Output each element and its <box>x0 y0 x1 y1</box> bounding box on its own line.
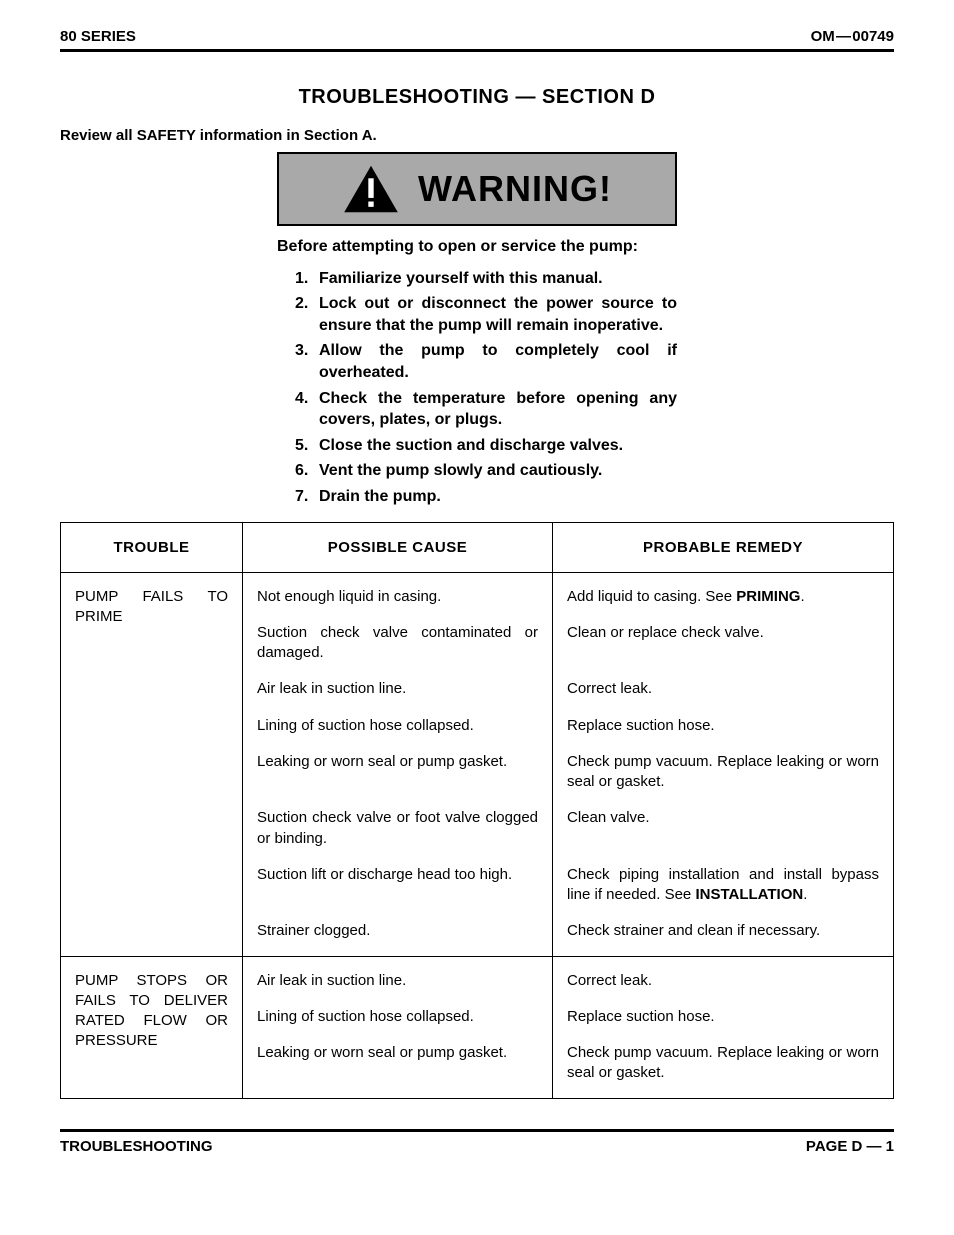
warning-label: WARNING! <box>418 168 612 210</box>
warning-step: 3.Allow the pump to completely cool if o… <box>295 340 677 383</box>
trouble-cell: PUMP STOPS OR FAILS TO DELIVER RATED FLO… <box>61 956 243 1098</box>
remedy-cell: Correct leak. <box>553 956 894 1001</box>
remedy-cell: Check pump vacuum. Replace leaking or wo… <box>553 1037 894 1098</box>
remedy-cell: Correct leak. <box>553 673 894 709</box>
warning-block: WARNING! Before attempting to open or se… <box>277 152 677 508</box>
remedy-cell: Replace suction hose. <box>553 1001 894 1037</box>
warning-steps: 1.Familiarize yourself with this manual.… <box>277 268 677 508</box>
warning-step: 6.Vent the pump slowly and cautiously. <box>295 460 677 482</box>
remedy-cell: Clean or replace check valve. <box>553 617 894 674</box>
th-trouble: TROUBLE <box>61 522 243 572</box>
trouble-cell: PUMP FAILS TO PRIME <box>61 572 243 956</box>
section-title: TROUBLESHOOTING — SECTION D <box>60 86 894 109</box>
warning-step: 1.Familiarize yourself with this manual. <box>295 268 677 290</box>
warning-intro: Before attempting to open or service the… <box>277 236 677 258</box>
remedy-cell: Replace suction hose. <box>553 710 894 746</box>
warning-triangle-icon <box>342 164 400 214</box>
cause-cell: Air leak in suction line. <box>243 956 553 1001</box>
cause-cell: Suction check valve contaminated or dama… <box>243 617 553 674</box>
cause-cell: Leaking or worn seal or pump gasket. <box>243 1037 553 1098</box>
cause-cell: Leaking or worn seal or pump gasket. <box>243 746 553 803</box>
header-right: OM — 00749 <box>811 28 894 45</box>
footer-left: TROUBLESHOOTING <box>60 1138 213 1155</box>
th-remedy: PROBABLE REMEDY <box>553 522 894 572</box>
troubleshooting-table: TROUBLE POSSIBLE CAUSE PROBABLE REMEDY P… <box>60 522 894 1099</box>
remedy-cell: Check piping installation and install by… <box>553 859 894 916</box>
th-cause: POSSIBLE CAUSE <box>243 522 553 572</box>
footer-right: PAGE D — 1 <box>806 1138 894 1155</box>
table-row: PUMP FAILS TO PRIMENot enough liquid in … <box>61 572 894 617</box>
footer-rule <box>60 1129 894 1132</box>
warning-step: 7.Drain the pump. <box>295 486 677 508</box>
remedy-cell: Clean valve. <box>553 802 894 859</box>
remedy-cell: Add liquid to casing. See PRIMING. <box>553 572 894 617</box>
header-rule <box>60 49 894 52</box>
cause-cell: Not enough liquid in casing. <box>243 572 553 617</box>
warning-box: WARNING! <box>277 152 677 226</box>
cause-cell: Suction check valve or foot valve clogge… <box>243 802 553 859</box>
warning-step: 2.Lock out or disconnect the power sourc… <box>295 293 677 336</box>
cause-cell: Lining of suction hose collapsed. <box>243 1001 553 1037</box>
cause-cell: Lining of suction hose collapsed. <box>243 710 553 746</box>
remedy-cell: Check strainer and clean if necessary. <box>553 915 894 956</box>
review-text: Review all SAFETY information in Section… <box>60 127 894 144</box>
cause-cell: Air leak in suction line. <box>243 673 553 709</box>
warning-step: 5.Close the suction and discharge valves… <box>295 435 677 457</box>
table-body: PUMP FAILS TO PRIMENot enough liquid in … <box>61 572 894 1098</box>
remedy-cell: Check pump vacuum. Replace leaking or wo… <box>553 746 894 803</box>
cause-cell: Strainer clogged. <box>243 915 553 956</box>
table-row: PUMP STOPS OR FAILS TO DELIVER RATED FLO… <box>61 956 894 1001</box>
cause-cell: Suction lift or discharge head too high. <box>243 859 553 916</box>
warning-step: 4.Check the temperature before opening a… <box>295 388 677 431</box>
header-left: 80 SERIES <box>60 28 136 45</box>
